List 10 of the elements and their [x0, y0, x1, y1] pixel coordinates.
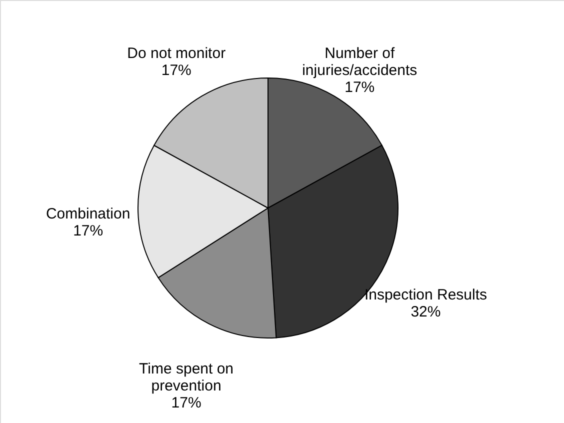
data-label: 32%: [410, 304, 441, 321]
data-label: 17%: [73, 222, 104, 240]
data-label: 17%: [161, 62, 192, 80]
data-label: 17%: [171, 394, 202, 412]
slice-label: Inspection Results: [364, 286, 488, 304]
data-label: 17%: [344, 79, 375, 96]
slice-label: Combination: [46, 206, 130, 223]
slice-label: Number of injuries/accidents: [302, 45, 418, 80]
slice-label: Time spent on prevention: [139, 360, 234, 394]
slice-label: Do not monitor: [127, 45, 226, 62]
